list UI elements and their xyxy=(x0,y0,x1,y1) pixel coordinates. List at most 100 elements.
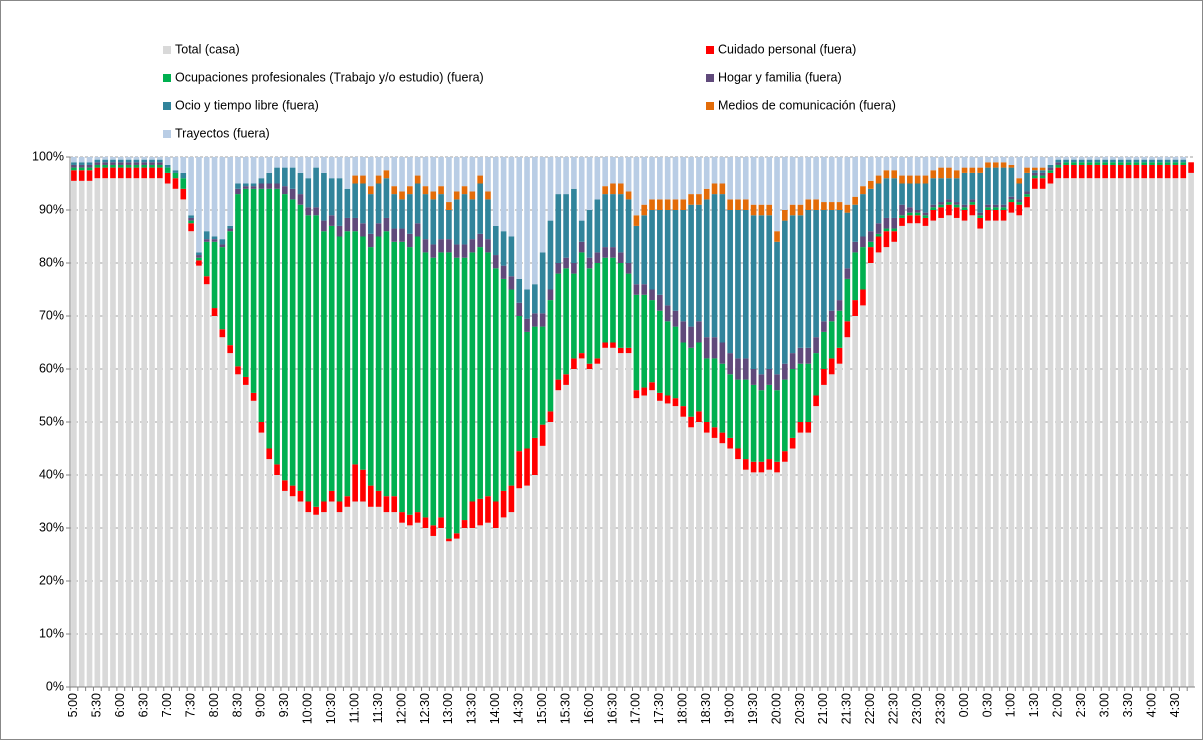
bar-segment xyxy=(977,212,983,216)
bar-segment xyxy=(289,496,296,687)
y-tick-label: 30% xyxy=(39,520,64,534)
bar-segment xyxy=(821,202,827,210)
bar-segment xyxy=(328,490,335,502)
bar-segment xyxy=(649,382,655,391)
bar-segment xyxy=(789,369,796,438)
bar-segment xyxy=(71,162,77,165)
bar-segment xyxy=(836,347,843,364)
x-tick-label: 1:30 xyxy=(1027,693,1041,717)
bar-segment xyxy=(430,191,437,200)
bar-segment xyxy=(258,183,265,189)
bar-segment xyxy=(563,157,569,195)
bar-segment xyxy=(649,300,655,383)
bar-segment xyxy=(867,188,874,232)
x-tick-label: 11:30 xyxy=(371,693,385,723)
bar-segment xyxy=(414,512,421,523)
x-tick-label: 0:30 xyxy=(980,693,994,717)
bar-segment xyxy=(1164,162,1171,165)
bar-segment xyxy=(711,157,718,184)
x-tick-label: 16:00 xyxy=(582,693,596,724)
bar-segment xyxy=(836,310,843,348)
bar-segment xyxy=(719,432,726,444)
bar-segment xyxy=(367,186,374,195)
bar-segment xyxy=(1125,162,1132,165)
bar-segment xyxy=(485,496,491,523)
legend-label: Hogar y familia (fuera) xyxy=(718,70,842,84)
bar-segment xyxy=(102,157,108,160)
bar-segment xyxy=(235,183,241,189)
bar-segment xyxy=(391,186,398,195)
bar-segment xyxy=(1102,162,1108,165)
bar-segment xyxy=(399,522,405,687)
bar-segment xyxy=(594,263,601,359)
bar-segment xyxy=(336,157,343,179)
x-tick-label: 15:30 xyxy=(558,693,572,724)
bar-segment xyxy=(211,157,218,237)
bar-segment xyxy=(672,199,679,210)
bar-segment xyxy=(141,162,148,165)
bar-segment xyxy=(500,265,507,279)
bar-segment xyxy=(867,241,874,248)
y-tick-label: 100% xyxy=(32,149,64,163)
bar-segment xyxy=(344,506,351,687)
bar-segment xyxy=(110,167,116,179)
bar-segment xyxy=(883,231,890,248)
bar-segment xyxy=(344,217,351,232)
bar-segment xyxy=(203,239,210,242)
bar-segment xyxy=(758,204,765,216)
bar-segment xyxy=(1102,159,1108,163)
bar-segment xyxy=(78,167,85,171)
bar-segment xyxy=(625,199,632,263)
bar-segment xyxy=(219,247,226,330)
bar-segment xyxy=(297,501,304,687)
bar-segment xyxy=(563,268,569,375)
bar-segment xyxy=(125,162,132,165)
bar-segment xyxy=(313,157,319,168)
bar-segment xyxy=(1032,157,1038,168)
bar-segment xyxy=(992,204,999,208)
bar-segment xyxy=(149,157,155,160)
bar-segment xyxy=(407,194,413,234)
bar-segment xyxy=(774,461,780,473)
bar-segment xyxy=(907,183,913,208)
bar-segment xyxy=(446,210,452,240)
bar-segment xyxy=(196,257,202,261)
x-tick-label: 23:30 xyxy=(933,693,947,724)
bar-segment xyxy=(1024,167,1030,173)
bar-segment xyxy=(438,252,444,518)
bar-segment xyxy=(594,199,601,253)
bar-segment xyxy=(352,183,358,218)
bar-segment xyxy=(1125,157,1132,160)
bar-segment xyxy=(938,202,944,205)
bar-segment xyxy=(477,183,483,234)
bar-segment xyxy=(305,207,312,216)
bar-segment xyxy=(1125,164,1132,179)
bar-segment xyxy=(750,215,757,369)
bar-segment xyxy=(469,501,476,528)
bar-segment xyxy=(969,204,976,216)
bar-segment xyxy=(180,199,187,687)
bar-segment xyxy=(938,157,944,168)
bar-segment xyxy=(266,172,273,184)
bar-segment xyxy=(227,157,233,226)
bar-segment xyxy=(774,374,780,391)
bar-segment xyxy=(516,157,523,279)
bar-segment xyxy=(821,384,827,687)
bar-segment xyxy=(711,183,718,195)
bar-segment xyxy=(102,164,108,168)
bar-segment xyxy=(664,305,671,322)
bar-segment xyxy=(532,157,538,285)
bar-segment xyxy=(422,194,429,240)
bar-segment xyxy=(516,488,523,687)
bar-segment xyxy=(180,157,187,173)
bar-segment xyxy=(766,157,773,205)
bar-segment xyxy=(289,188,296,200)
bar-segment xyxy=(586,268,593,364)
bar-segment xyxy=(953,202,960,205)
bar-segment xyxy=(438,517,444,528)
bar-segment xyxy=(235,188,241,195)
bar-segment xyxy=(774,157,780,232)
bar-segment xyxy=(555,273,562,380)
bar-segment xyxy=(1078,164,1085,179)
bar-segment xyxy=(305,157,312,179)
